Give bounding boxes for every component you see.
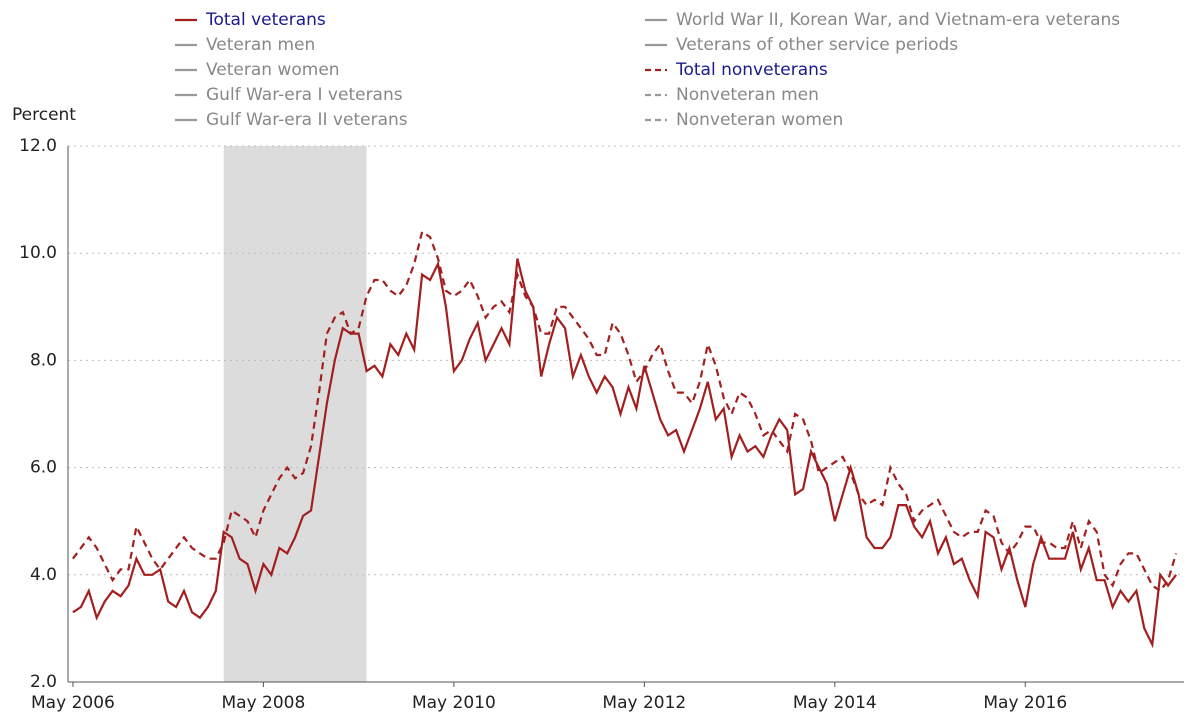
x-tick-label: May 2012 xyxy=(602,693,686,713)
legend-item[interactable]: Total veterans xyxy=(175,10,326,30)
recession-shading xyxy=(223,146,367,682)
y-axis-label: Percent xyxy=(12,105,76,125)
legend-label[interactable]: Total veterans xyxy=(205,10,326,30)
legend-label[interactable]: Veteran men xyxy=(206,35,315,55)
legend-item[interactable]: Veteran women xyxy=(175,60,340,80)
legend-item[interactable]: Gulf War-era I veterans xyxy=(175,85,403,105)
series-line xyxy=(72,258,1177,649)
legend-item[interactable]: Gulf War-era II veterans xyxy=(175,110,408,130)
legend-label[interactable]: Gulf War-era I veterans xyxy=(206,85,403,105)
legend-label[interactable]: Nonveteran women xyxy=(676,110,843,130)
y-tick-label: 10.0 xyxy=(19,243,57,263)
y-tick-label: 2.0 xyxy=(30,672,57,692)
legend-label[interactable]: Gulf War-era II veterans xyxy=(206,110,408,130)
y-tick-label: 6.0 xyxy=(30,458,57,478)
x-tick-label: May 2010 xyxy=(412,693,496,713)
legend-label[interactable]: Total nonveterans xyxy=(675,60,828,80)
x-tick-label: May 2006 xyxy=(31,693,115,713)
x-tick-label: May 2014 xyxy=(793,693,877,713)
x-tick-label: May 2016 xyxy=(983,693,1067,713)
series-line xyxy=(72,230,1178,593)
legend-label[interactable]: World War II, Korean War, and Vietnam-er… xyxy=(676,10,1120,30)
legend-item[interactable]: World War II, Korean War, and Vietnam-er… xyxy=(645,10,1120,30)
y-tick-label: 4.0 xyxy=(30,565,57,585)
y-tick-label: 12.0 xyxy=(19,136,57,156)
legend-item[interactable]: Nonveteran men xyxy=(645,85,819,105)
legend-label[interactable]: Veteran women xyxy=(206,60,340,80)
legend-label[interactable]: Veterans of other service periods xyxy=(676,35,958,55)
x-tick-label: May 2008 xyxy=(221,693,305,713)
legend-item[interactable]: Veterans of other service periods xyxy=(645,35,958,55)
legend-label[interactable]: Nonveteran men xyxy=(676,85,819,105)
y-tick-label: 8.0 xyxy=(30,350,57,370)
legend-item[interactable]: Veteran men xyxy=(175,35,315,55)
legend-item[interactable]: Total nonveterans xyxy=(645,60,828,80)
legend-item[interactable]: Nonveteran women xyxy=(645,110,843,130)
